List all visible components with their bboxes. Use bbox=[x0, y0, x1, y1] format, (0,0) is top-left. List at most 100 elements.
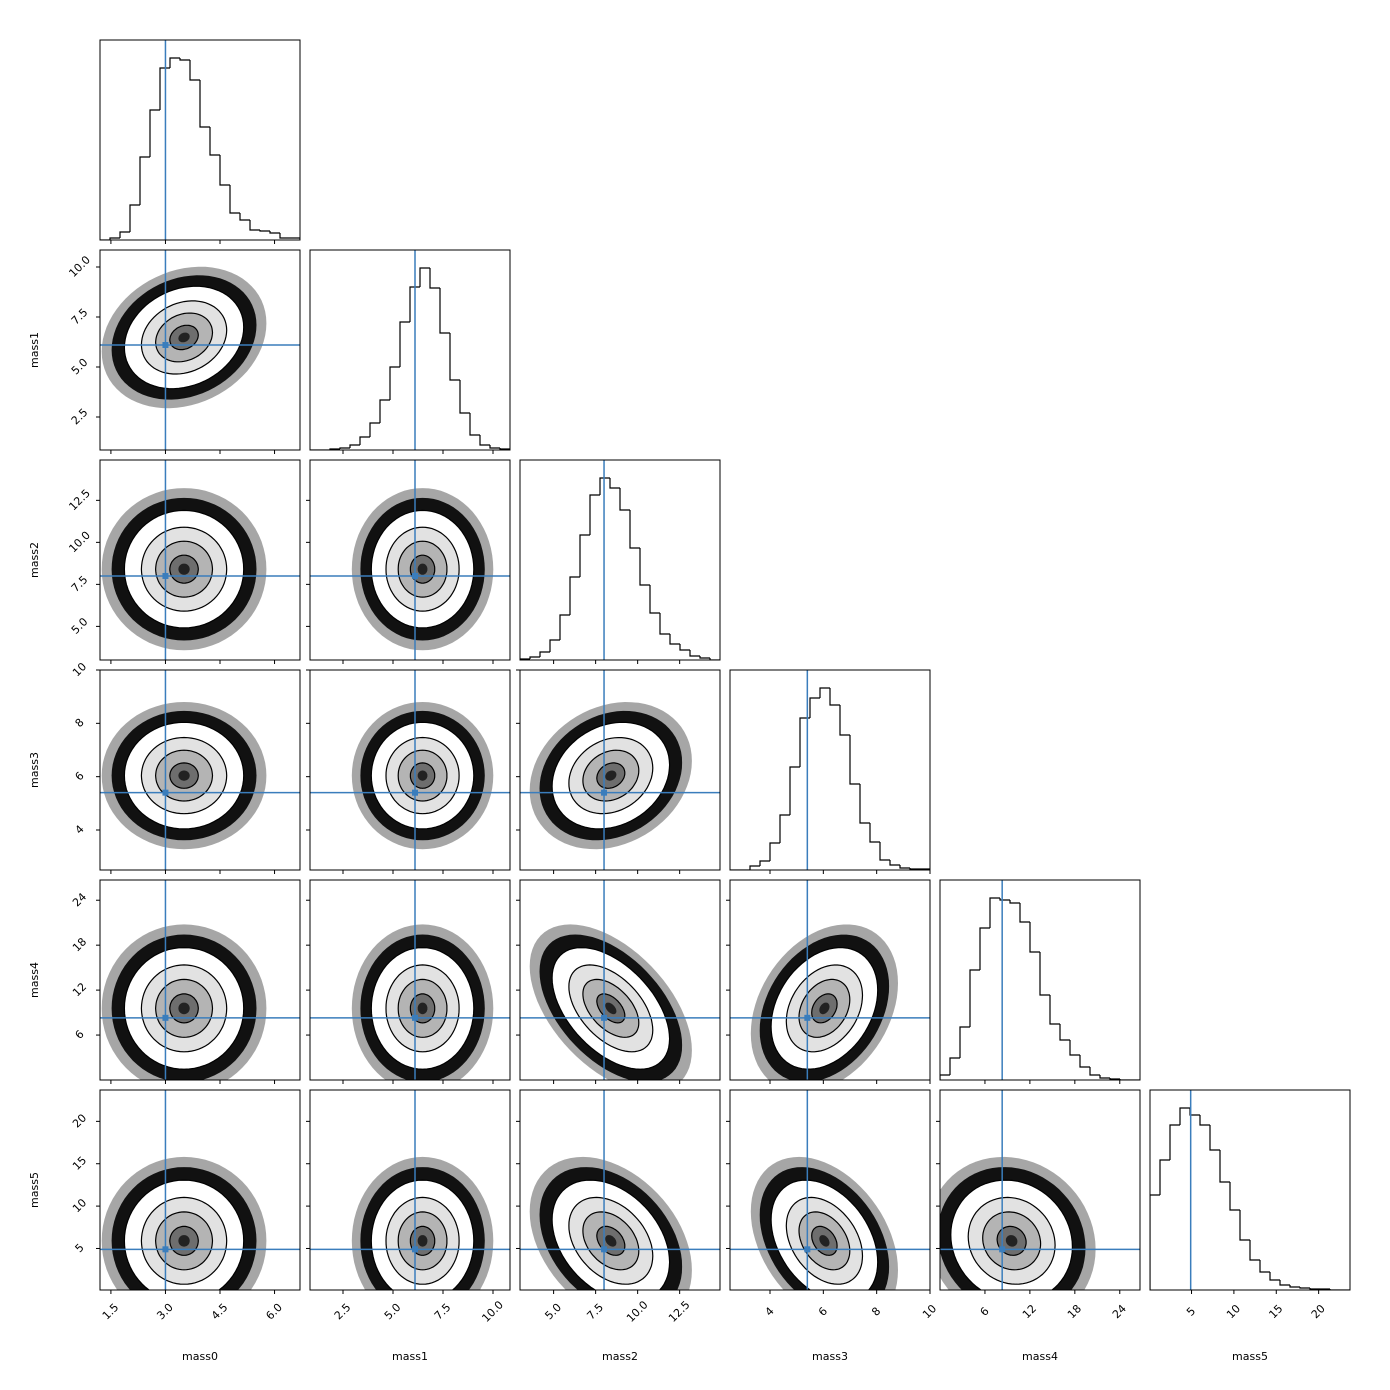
histogram-step bbox=[809, 697, 820, 718]
histogram-step bbox=[1249, 1240, 1260, 1261]
contour bbox=[169, 554, 199, 584]
contour bbox=[409, 993, 436, 1024]
histogram-step bbox=[1119, 1079, 1130, 1080]
x-tick-label: 15 bbox=[1266, 1302, 1285, 1321]
x-tick-label: 12.5 bbox=[666, 1298, 693, 1325]
contour bbox=[568, 964, 654, 1053]
histogram-step bbox=[1150, 1194, 1160, 1290]
contour bbox=[582, 1211, 640, 1271]
contour bbox=[370, 946, 475, 1070]
histogram-step bbox=[399, 321, 410, 367]
x-axis-label: mass3 bbox=[812, 1350, 848, 1363]
y-tick-label: 10 bbox=[70, 660, 89, 679]
y-tick-label: 20 bbox=[70, 1111, 89, 1130]
histogram-step bbox=[159, 67, 170, 110]
histogram-step bbox=[1079, 1055, 1090, 1068]
x-tick-label: 12 bbox=[1020, 1302, 1039, 1321]
histogram-step bbox=[109, 237, 120, 240]
panel bbox=[520, 880, 720, 1080]
histogram-step bbox=[619, 488, 630, 511]
histogram-step bbox=[369, 422, 380, 437]
contour bbox=[385, 526, 460, 612]
histogram-step bbox=[589, 494, 600, 535]
contour bbox=[154, 1211, 214, 1271]
panel bbox=[310, 670, 510, 870]
contour bbox=[397, 540, 448, 598]
panel-frame bbox=[309, 459, 511, 661]
y-axis-label: mass4 bbox=[28, 962, 41, 998]
y-tick-label: 7.5 bbox=[69, 306, 91, 328]
histogram-step bbox=[499, 448, 510, 450]
contour bbox=[385, 1196, 460, 1285]
contour bbox=[169, 1225, 199, 1256]
contour bbox=[785, 1196, 864, 1285]
y-tick-label: 15 bbox=[70, 1154, 89, 1173]
y-tick-label: 24 bbox=[70, 890, 89, 909]
histogram-step bbox=[339, 447, 350, 449]
histogram-step bbox=[449, 333, 460, 381]
panel-frame bbox=[99, 1089, 301, 1291]
histogram-step bbox=[989, 897, 1000, 928]
histogram-step bbox=[1189, 1108, 1200, 1116]
histogram-step bbox=[469, 413, 480, 436]
panel-frame bbox=[99, 879, 301, 1081]
panel-frame bbox=[519, 669, 721, 871]
y-tick-label: 5 bbox=[73, 1241, 87, 1255]
density-level bbox=[605, 1002, 617, 1015]
histogram-step bbox=[259, 230, 270, 232]
panel bbox=[730, 670, 930, 870]
density-level bbox=[178, 770, 190, 781]
histogram-step bbox=[839, 705, 850, 736]
x-tick-label: 10.0 bbox=[479, 1298, 506, 1325]
panel bbox=[100, 670, 300, 870]
x-axis-label: mass1 bbox=[392, 1350, 428, 1363]
contour bbox=[551, 1179, 671, 1290]
histogram-step bbox=[1239, 1210, 1250, 1241]
histogram-step bbox=[679, 644, 690, 651]
histogram-step bbox=[1199, 1115, 1210, 1126]
histogram-step bbox=[629, 510, 640, 549]
density-level bbox=[417, 770, 428, 781]
y-axis-label: mass5 bbox=[28, 1172, 41, 1208]
contour bbox=[385, 964, 460, 1053]
contour bbox=[811, 1225, 838, 1256]
histogram-step bbox=[419, 267, 430, 287]
contour bbox=[551, 946, 671, 1070]
contour bbox=[397, 1211, 448, 1271]
histogram-step bbox=[549, 639, 560, 652]
histogram-step bbox=[1059, 1024, 1070, 1041]
histogram-step bbox=[789, 766, 800, 815]
x-tick-label: 10 bbox=[1224, 1302, 1243, 1321]
histogram-step bbox=[909, 868, 920, 870]
histogram-step bbox=[1019, 903, 1030, 923]
histogram-step bbox=[349, 444, 360, 448]
panel-frame bbox=[519, 1089, 721, 1291]
histogram-step bbox=[439, 288, 450, 334]
contour bbox=[409, 1225, 436, 1256]
panel-frame bbox=[309, 879, 511, 1081]
x-axis-label: mass0 bbox=[182, 1350, 218, 1363]
contour bbox=[140, 964, 228, 1053]
panel bbox=[1150, 1090, 1350, 1290]
histogram-step bbox=[920, 868, 930, 870]
histogram-step bbox=[599, 477, 610, 495]
x-tick-label: 5 bbox=[1184, 1305, 1198, 1319]
contour bbox=[154, 978, 214, 1038]
histogram-step bbox=[1029, 922, 1040, 953]
density-level bbox=[1005, 1235, 1018, 1247]
contour bbox=[385, 736, 460, 815]
histogram-step bbox=[649, 585, 660, 614]
contour bbox=[123, 1179, 245, 1290]
panel-frame bbox=[729, 1089, 931, 1291]
histogram-step bbox=[139, 156, 150, 205]
histogram-step bbox=[209, 127, 220, 156]
density-level bbox=[178, 332, 190, 343]
panel bbox=[100, 880, 300, 1080]
panel-frame bbox=[309, 249, 511, 451]
panel-frame bbox=[729, 879, 931, 1081]
contour bbox=[169, 993, 199, 1024]
x-axis-label: mass5 bbox=[1232, 1350, 1268, 1363]
histogram-step bbox=[869, 823, 880, 843]
histogram-step bbox=[1069, 1040, 1080, 1056]
histogram-step bbox=[169, 57, 180, 68]
